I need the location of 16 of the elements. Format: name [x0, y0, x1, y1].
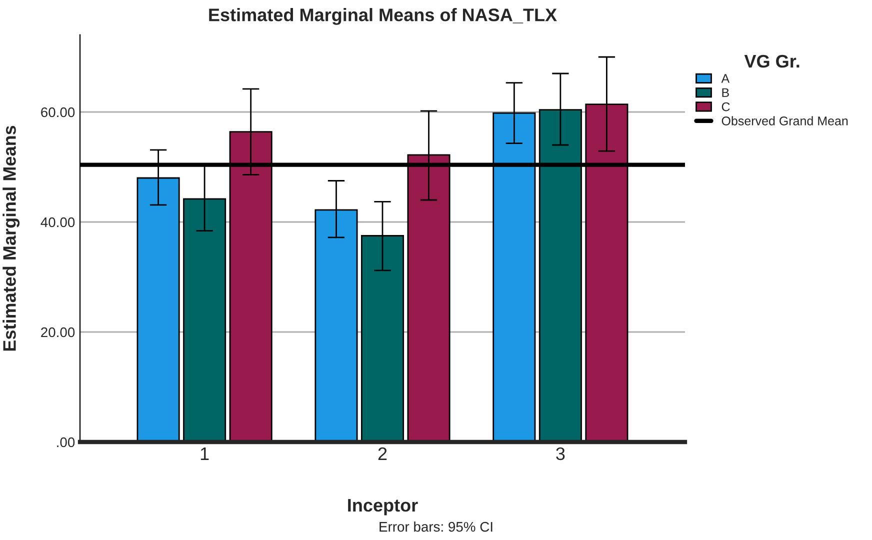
legend-label: A	[721, 74, 730, 83]
legend-label: Observed Grand Mean	[722, 116, 848, 126]
x-tick-label: 2	[378, 447, 387, 460]
x-tick-label: 3	[556, 447, 565, 460]
legend-label: B	[722, 88, 729, 97]
y-tick-label: 20.00	[41, 327, 75, 338]
legend-title: VG Gr.	[744, 54, 800, 68]
y-axis-title: Estimated Marginal Means	[2, 126, 20, 351]
y-tick-label: 40.00	[40, 217, 75, 228]
y-tick-label: 60.00	[41, 107, 75, 118]
legend-label: C	[722, 102, 730, 112]
x-axis-title: Inceptor	[348, 499, 418, 516]
text: Error bars: 95% CI	[380, 522, 492, 532]
y-tick-label: .00	[57, 437, 75, 448]
chart-title: Estimated Marginal Means of NASA_TLX	[209, 8, 557, 25]
x-tick-label: 1	[200, 448, 209, 460]
